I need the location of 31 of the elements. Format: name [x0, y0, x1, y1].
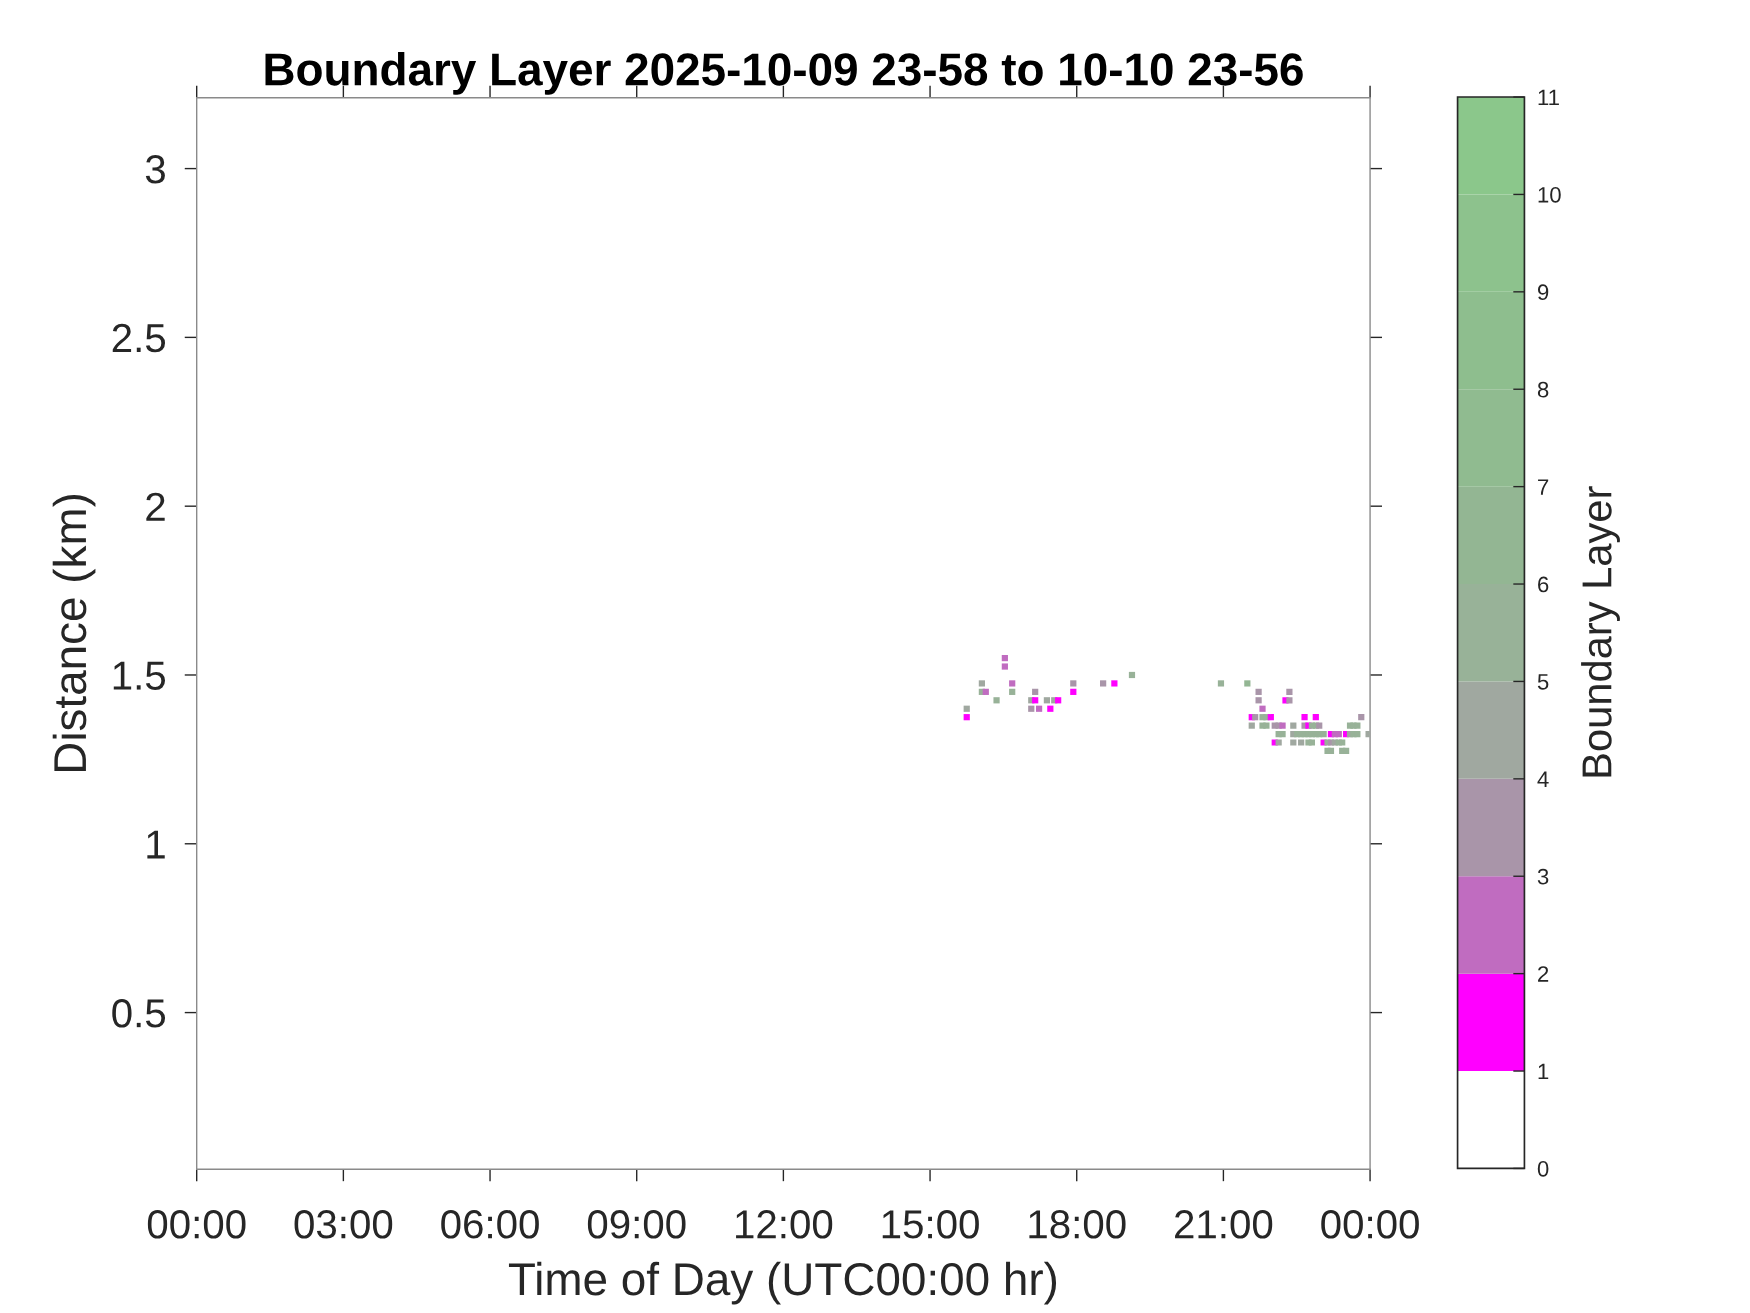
color-bar-label: 9 [1537, 284, 1549, 301]
color-bar-label: 3 [1537, 868, 1549, 885]
y-tick-label: 1 [147, 830, 165, 859]
color-bar-label: 6 [1538, 576, 1549, 593]
color-bar-label: 5 [1537, 674, 1549, 690]
color-bar-label: 2 [1538, 966, 1549, 982]
y-tick-label: 1.5 [113, 661, 166, 690]
y-tick-label: 0.5 [112, 999, 166, 1028]
color-bar-label: 10 [1538, 186, 1561, 203]
x-tick-label: 12:00 [736, 1210, 833, 1239]
x-tick-label: 09:00 [587, 1210, 686, 1239]
color-bar-label: 0 [1537, 1160, 1549, 1177]
x-axis-title: Time of Day (UTC00:00 hr) [508, 1261, 1057, 1305]
color-bar-label: 8 [1537, 381, 1549, 398]
x-tick-label: 06:00 [441, 1210, 539, 1239]
x-tick-label: 21:00 [1175, 1210, 1273, 1239]
color-bar-label: 11 [1538, 89, 1559, 106]
x-tick-label: 03:00 [294, 1210, 393, 1239]
color-bar-label: 1 [1538, 1063, 1549, 1080]
x-tick-label: 00:00 [147, 1210, 246, 1239]
y-axis-title: Distance (km) [52, 494, 96, 772]
x-tick-label: 18:00 [1029, 1210, 1126, 1239]
color-bar-label: 7 [1538, 479, 1549, 495]
chart-title: Boundary Layer 2025-10-09 23-58 to 10-10 23-56 [265, 51, 1303, 95]
x-tick-label: 00:00 [1321, 1210, 1419, 1239]
y-tick-label: 2.5 [112, 323, 166, 353]
color-bar-title: Boundary Layer [1581, 486, 1620, 777]
y-tick-label: 2 [146, 492, 165, 521]
y-tick-label: 3 [145, 155, 165, 184]
color-bar-label: 4 [1537, 771, 1549, 787]
x-tick-label: 15:00 [882, 1210, 979, 1239]
